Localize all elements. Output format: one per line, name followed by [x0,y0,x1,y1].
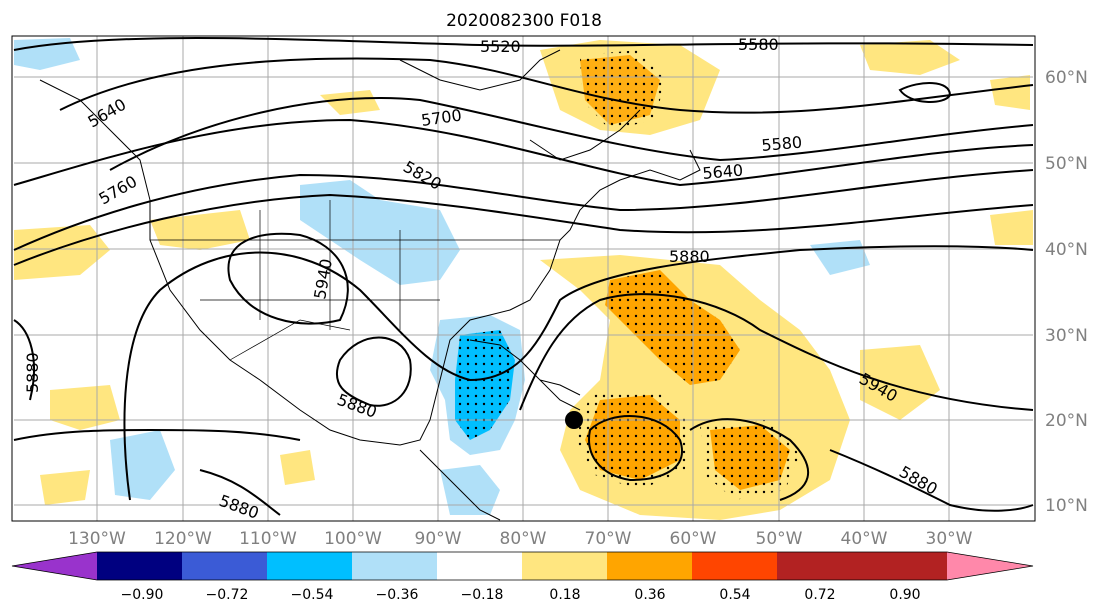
lat-label: 10°N [1045,496,1088,516]
map-frame [11,35,1036,522]
colorbar-segment [777,552,862,580]
lon-label: 50°W [756,529,803,549]
contour-label: 5880 [23,352,42,393]
colorbar-segment [692,552,777,580]
map-area: 5520 5580 5640 5700 5760 5820 5580 5640 … [12,35,1035,521]
colorbar-tick-label: 0.18 [549,587,580,603]
height-contours [13,37,1034,516]
colorbar-extend-low [12,552,97,580]
lon-label: 40°W [841,529,888,549]
colorbar-segment [97,552,182,580]
lon-label: 80°W [500,529,547,549]
lon-label: 110°W [239,529,297,549]
state-borders [150,200,560,361]
colorbar: −0.90 −0.72 −0.54 −0.36 −0.18 0.18 0.36 … [11,551,1034,603]
colorbar-extend-high [947,552,1033,580]
map-title: 2020082300 F018 [446,11,602,31]
colorbar-tick-label: −0.54 [291,587,334,603]
colorbar-tick-label: 0.54 [719,587,750,603]
colorbar-segment [607,552,692,580]
latitude-labels: 60°N 50°N 40°N 30°N 20°N 10°N [1045,68,1088,516]
lon-label: 70°W [585,529,632,549]
lon-label: 90°W [415,529,462,549]
lon-label: 60°W [670,529,717,549]
contour-label: 5580 [761,133,803,155]
storm-location-marker [565,411,583,429]
contour-label: 5520 [480,37,521,56]
colorbar-tick-label: 0.90 [889,587,920,603]
colorbar-segment [182,552,267,580]
colorbar-segment [352,552,437,580]
contour-label: 5640 [702,161,744,183]
lat-label: 20°N [1045,411,1088,431]
colorbar-tick-label: −0.18 [461,587,504,603]
lon-label: 120°W [154,529,212,549]
colorbar-segment [522,552,607,580]
colorbar-segment [437,552,522,580]
colorbar-segment [862,552,947,580]
colorbar-tick-label: −0.72 [206,587,249,603]
lon-label: 100°W [324,529,382,549]
colorbar-tick-label: −0.36 [376,587,419,603]
colorbar-tick-label: −0.90 [121,587,164,603]
lat-label: 30°N [1045,326,1088,346]
colorbar-segment [267,552,352,580]
contour-label: 5580 [738,35,779,54]
colorbar-tick-label: 0.36 [634,587,665,603]
longitude-labels: 130°W 120°W 110°W 100°W 90°W 80°W 70°W 6… [68,529,973,549]
lon-label: 30°W [926,529,973,549]
lat-label: 50°N [1045,154,1088,174]
lon-label: 130°W [68,529,126,549]
colorbar-tick-label: 0.72 [804,587,835,603]
contour-label: 5880 [669,247,710,266]
lat-label: 60°N [1045,68,1088,88]
lat-label: 40°N [1045,240,1088,260]
